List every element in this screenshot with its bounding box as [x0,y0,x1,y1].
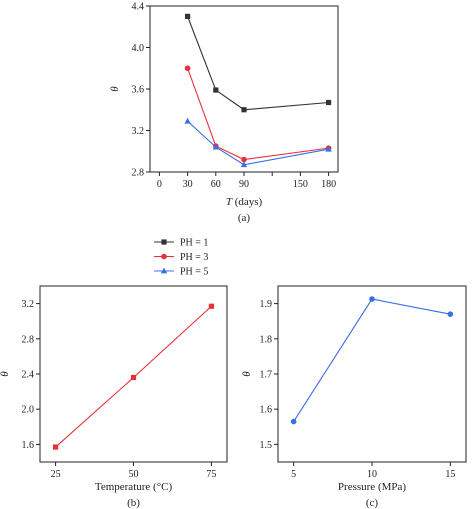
data-point-c-1-3 [447,311,454,317]
series-line-a-1 [187,16,329,111]
legend-swatch-marker [161,239,167,245]
y-tick-label: 2.0 [22,405,35,416]
legend: PH = 1 PH = 3 PH = 5 [154,238,208,278]
x-tick-label: 60 [211,179,221,190]
series-line-c-1 [293,298,451,422]
y-axis-label-a: θ [109,86,121,92]
chart-panel-b: 25 50 75 1.6 2.0 2.4 2.8 3.2 θ Temperature (°C)… [0,285,228,509]
x-axis-label-var-a: T [226,196,233,208]
legend-label: PH = 3 [180,252,208,263]
data-point-b-1-1 [52,444,59,450]
x-axis-label-a: T (days) [226,196,263,208]
x-tick-label: 25 [51,469,61,480]
y-tick-label: 3.6 [132,85,145,96]
x-tick-label: 90 [239,179,249,190]
series-group-b [52,303,215,450]
tick-group-c: 5 10 15 1.5 1.6 1.7 1.8 1.9 [260,299,456,480]
data-point-a-1-3 [241,107,247,113]
x-tick-label: 10 [367,469,377,480]
data-point-a-2-1 [184,65,191,72]
panel-label-a: (a) [238,212,251,224]
y-tick-label: 2.8 [132,168,145,179]
x-axis-label-b: Temperature (°C) [95,481,173,493]
series-group-c [290,296,454,425]
series-line-a-2 [187,68,329,161]
plot-frame-a [149,5,339,173]
y-tick-label: 1.9 [260,299,273,310]
y-tick-label: 2.8 [22,334,35,345]
x-tick-label: 150 [293,179,308,190]
legend-entry: PH = 1 [154,238,208,249]
y-tick-label: 4.4 [132,2,145,13]
legend-label: PH = 1 [180,238,208,249]
data-point-a-2-3 [241,156,247,163]
data-point-b-1-3 [208,303,215,309]
x-tick-label: 5 [291,469,296,480]
tick-group-b: 25 50 75 1.6 2.0 2.4 2.8 3.2 [22,299,217,480]
y-tick-label: 1.6 [260,405,273,416]
panel-label-b: (b) [127,497,140,509]
legend-entry: PH = 3 [154,252,208,263]
tick-group-a: 0 30 60 90 150 180 2.8 3.2 3.6 4.0 4.4 [132,2,337,191]
y-tick-label: 1.5 [260,440,273,451]
y-axis-label-b: θ [0,371,11,377]
x-tick-label: 180 [321,179,336,190]
data-point-a-3-2 [212,143,219,150]
x-tick-label: 50 [129,469,139,480]
series-line-a-3 [187,120,329,166]
y-tick-label: 1.6 [22,440,35,451]
legend-swatch-marker [161,253,167,260]
y-tick-label: 4.0 [132,43,145,54]
y-tick-label: 2.4 [22,370,35,381]
y-tick-label: 3.2 [22,299,35,310]
data-point-c-1-2 [369,296,375,302]
x-axis-label-c: Pressure (MPa) [338,481,406,493]
data-point-c-1-1 [290,418,297,425]
data-point-a-3-3 [240,161,248,168]
x-tick-label: 30 [183,179,193,190]
y-tick-label: 1.8 [260,334,273,345]
x-tick-label: 15 [445,469,455,480]
legend-label: PH = 5 [180,267,208,278]
legend-swatch-marker [160,267,168,274]
data-point-a-3-4 [325,145,332,152]
data-point-a-1-2 [213,87,219,93]
data-point-a-3-1 [184,117,191,124]
x-axis-label-unit-a: (days) [232,196,263,208]
legend-entry: PH = 5 [154,267,208,278]
data-point-a-1-4 [326,99,332,106]
y-tick-label: 1.7 [260,370,273,381]
series-group-a [184,13,332,168]
x-tick-label: 0 [157,179,162,190]
y-tick-label: 3.2 [132,126,145,137]
x-tick-label: 75 [206,469,216,480]
panel-label-c: (c) [366,497,379,509]
y-axis-label-c: θ [241,371,253,377]
chart-panel-c: 5 10 15 1.5 1.6 1.7 1.8 1.9 θ Pressure (MPa) (c… [241,285,467,509]
data-point-b-1-2 [130,374,137,381]
data-point-a-1-1 [185,13,191,19]
plot-frame-c [277,285,467,463]
